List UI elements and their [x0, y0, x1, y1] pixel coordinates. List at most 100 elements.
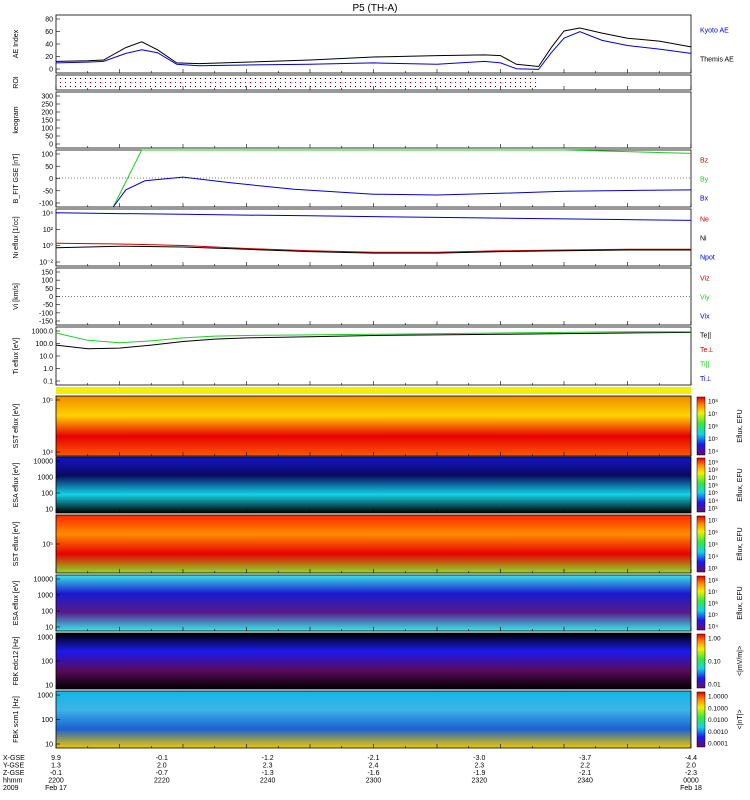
roi-dot: [125, 86, 126, 87]
roi-dot: [395, 86, 396, 87]
roi-dot: [105, 86, 106, 87]
roi-dot: [120, 78, 121, 79]
roi-dot: [480, 78, 481, 79]
roi-dot: [535, 78, 536, 79]
roi-dot: [335, 78, 336, 79]
roi-dot: [210, 78, 211, 79]
roi-dot: [325, 78, 326, 79]
sst_e-colorbar-label: Eflux, EFU: [737, 409, 744, 442]
roi-dot: [475, 82, 476, 83]
roi-dot: [255, 86, 256, 87]
sst_i-colorbar-tick: 10⁴: [708, 554, 718, 561]
roi-dot: [350, 78, 351, 79]
density-ytick-label: 10⁰: [42, 242, 53, 250]
roi-dot: [425, 86, 426, 87]
roi-dot: [365, 78, 366, 79]
footer-column-value: -3.0: [473, 755, 485, 762]
roi-dot: [205, 82, 206, 83]
roi-dot: [175, 86, 176, 87]
roi-dot: [435, 78, 436, 79]
bfit-ytick-label: -100: [39, 201, 53, 208]
velocity-legend-2: Vix: [700, 314, 710, 321]
density-series-0: [55, 242, 691, 253]
roi-dot: [335, 82, 336, 83]
bfit-series-1: [112, 149, 692, 208]
esa_i-ytick-label: 10000: [34, 577, 54, 584]
sst_e-ylabel: SST eflux [eV]: [13, 404, 20, 449]
esa_e-colorbar-tick: 10⁹: [708, 460, 718, 467]
roi-dot: [535, 82, 536, 83]
bfit-legend-0: Bz: [700, 158, 709, 165]
roi-dot: [125, 82, 126, 83]
roi-dot: [420, 78, 421, 79]
sst_e-colorbar-tick: 10⁵: [708, 436, 718, 443]
sst_e-ytick-label: 10⁵: [42, 398, 53, 405]
roi-dot: [480, 82, 481, 83]
roi-dot: [435, 82, 436, 83]
roi-dot: [395, 82, 396, 83]
fbk_b-ylabel: FBK scm1 [Hz]: [13, 696, 20, 743]
footer-column-value: 2.3: [474, 763, 484, 770]
temperature-legend-2: Ti||: [700, 361, 709, 368]
roi-dot: [285, 82, 286, 83]
roi-dot: [120, 86, 121, 87]
roi-dot: [255, 78, 256, 79]
roi-dot: [230, 78, 231, 79]
fbk_e-ytick-label: 1000: [37, 635, 53, 642]
footer-date-end: Feb 18: [680, 785, 702, 792]
velocity-ytick-label: 150: [41, 270, 53, 277]
sst_e-spectrogram: [56, 396, 691, 456]
roi-dot: [160, 86, 161, 87]
roi-dot: [205, 78, 206, 79]
esa_i-colorbar-tick: 10⁵: [708, 612, 718, 619]
keogram-frame: [55, 91, 692, 149]
roi-dot: [470, 86, 471, 87]
roi-dot: [465, 82, 466, 83]
roi-dot: [155, 86, 156, 87]
roi-dot: [530, 86, 531, 87]
roi-dot: [360, 78, 361, 79]
fbk_b-ytick-label: 1000: [37, 693, 53, 700]
footer-column-value: 9.9: [51, 755, 61, 762]
keogram-ytick-label: 50: [45, 134, 53, 141]
roi-dot: [280, 86, 281, 87]
esa_e-colorbar-tick: 10⁷: [708, 475, 718, 482]
roi-dot: [80, 86, 81, 87]
roi-dot: [360, 86, 361, 87]
footer-column-value: -2.1: [579, 770, 591, 777]
velocity-ytick-label: 0: [49, 294, 53, 301]
roi-dot: [385, 82, 386, 83]
fbk_e-colorbar-tick: 1.00: [708, 636, 721, 643]
roi-ylabel: ROI: [13, 76, 20, 89]
temperature-ytick-label: 1000.0: [32, 329, 54, 336]
sst_i-colorbar-tick: 10⁶: [708, 530, 718, 537]
roi-dot: [220, 82, 221, 83]
roi-dot: [235, 82, 236, 83]
roi-dot: [180, 86, 181, 87]
roi-dot: [370, 78, 371, 79]
roi-dot: [80, 78, 81, 79]
roi-dot: [105, 78, 106, 79]
footer-column-value: 2240: [260, 778, 276, 785]
roi-dot: [245, 78, 246, 79]
roi-dot: [485, 82, 486, 83]
roi-dot: [240, 86, 241, 87]
roi-dot: [500, 86, 501, 87]
esa_i-colorbar-tick: 10⁴: [708, 624, 718, 631]
roi-dot: [115, 86, 116, 87]
roi-dot: [490, 86, 491, 87]
roi-dot: [410, 86, 411, 87]
roi-dot: [215, 82, 216, 83]
footer-axis: X-GSEY-GSEZ-GSEhhmm20099.91.3-0.12200-0.…: [3, 755, 702, 792]
footer-column-value: 2300: [366, 778, 382, 785]
roi-dot: [265, 78, 266, 79]
velocity-ytick-label: 100: [41, 278, 53, 285]
roi-dot: [440, 82, 441, 83]
roi-dot: [470, 78, 471, 79]
roi-dot: [300, 86, 301, 87]
roi-dot: [65, 78, 66, 79]
roi-dot: [225, 78, 226, 79]
roi-dot: [60, 82, 61, 83]
footer-column-value: 2.4: [369, 763, 379, 770]
